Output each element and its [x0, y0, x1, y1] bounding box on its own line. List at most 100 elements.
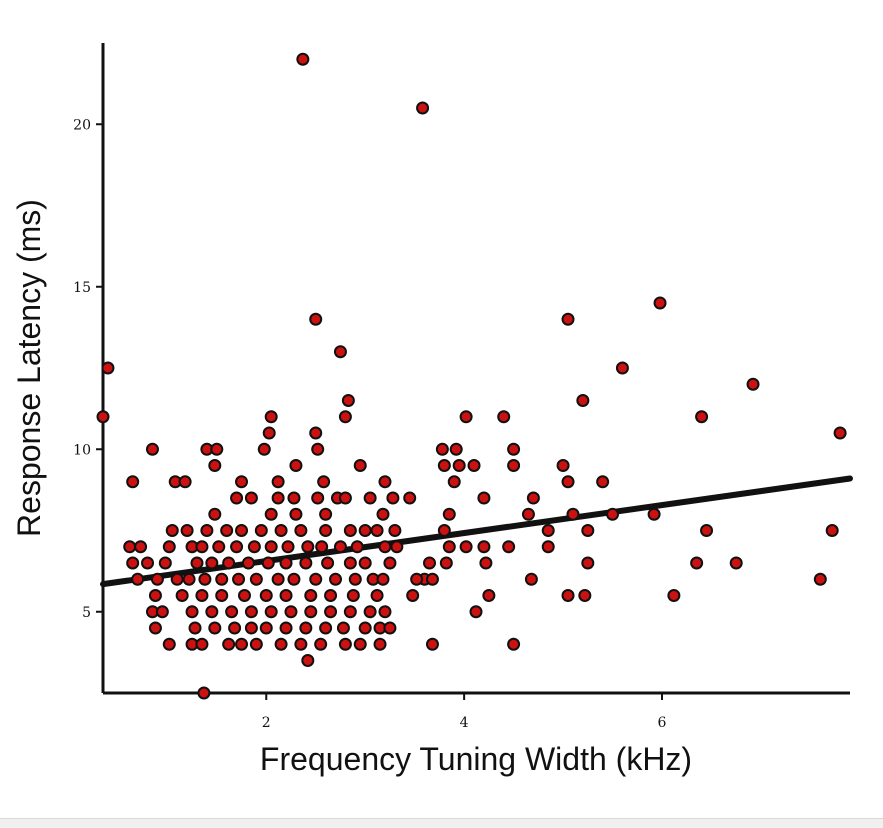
data-point — [158, 556, 172, 570]
data-point — [208, 507, 222, 521]
data-point — [274, 637, 288, 651]
data-point — [363, 605, 377, 619]
data-point — [477, 491, 491, 505]
data-point — [606, 507, 620, 521]
data-point — [271, 491, 285, 505]
data-point — [390, 540, 404, 554]
data-point — [353, 637, 367, 651]
data-point — [264, 410, 278, 424]
data-point — [346, 589, 360, 602]
data-point — [198, 572, 212, 586]
data-point — [296, 52, 310, 66]
data-point — [195, 589, 209, 602]
data-point — [467, 459, 481, 472]
data-point — [521, 507, 535, 521]
data-point — [321, 556, 335, 570]
data-point — [261, 556, 275, 570]
data-point — [309, 572, 323, 586]
data-point — [479, 556, 493, 570]
data-point — [388, 524, 402, 537]
data-point — [425, 572, 439, 586]
data-point — [287, 491, 301, 505]
data-point — [162, 540, 176, 554]
data-point — [833, 426, 847, 440]
data-point — [353, 459, 367, 472]
data-point — [425, 637, 439, 651]
data-point — [200, 524, 214, 537]
data-point — [442, 507, 456, 521]
data-point — [311, 442, 325, 456]
data-point — [249, 637, 263, 651]
y-tick-label: 15 — [73, 280, 91, 296]
data-point — [148, 589, 162, 602]
data-point — [358, 524, 372, 537]
data-point — [449, 442, 463, 456]
data-point — [370, 589, 384, 602]
data-point — [373, 637, 387, 651]
data-point — [279, 556, 293, 570]
data-point — [259, 621, 273, 635]
data-point — [274, 524, 288, 537]
data-point — [279, 621, 293, 635]
data-point — [383, 621, 397, 635]
data-point — [341, 394, 355, 407]
data-point — [190, 556, 204, 570]
data-point — [653, 296, 667, 310]
data-point — [230, 491, 244, 505]
data-point — [576, 394, 590, 407]
data-point — [271, 475, 285, 489]
x-axis-label: Frequency Tuning Width (kHz) — [260, 741, 692, 777]
data-point — [279, 589, 293, 602]
data-point — [205, 556, 219, 570]
data-point — [195, 540, 209, 554]
data-point — [581, 556, 595, 570]
data-point — [333, 345, 347, 359]
data-point — [561, 312, 575, 326]
data-point — [208, 621, 222, 635]
data-point — [324, 605, 338, 619]
data-point — [309, 312, 323, 326]
data-point — [437, 524, 451, 537]
data-point — [232, 572, 246, 586]
data-point — [447, 475, 461, 489]
data-point — [247, 540, 261, 554]
data-point — [578, 589, 592, 602]
data-point — [304, 589, 318, 602]
data-point — [526, 491, 540, 505]
data-point — [294, 524, 308, 537]
data-point — [315, 540, 329, 554]
data-point — [257, 442, 271, 456]
data-point — [324, 589, 338, 602]
data-point — [212, 540, 226, 554]
data-point — [230, 540, 244, 554]
data-point — [259, 589, 273, 602]
data-point — [333, 540, 347, 554]
data-points — [96, 52, 847, 700]
data-point — [319, 507, 333, 521]
data-point — [170, 572, 184, 586]
data-point — [294, 637, 308, 651]
axis-labels: Frequency Tuning Width (kHz) Response La… — [11, 199, 692, 777]
data-point — [175, 589, 189, 602]
data-point — [222, 556, 236, 570]
data-point — [215, 572, 229, 586]
data-point — [825, 524, 839, 537]
data-point — [406, 589, 420, 602]
data-point — [309, 426, 323, 440]
data-point — [304, 605, 318, 619]
data-point — [350, 540, 364, 554]
data-point — [101, 361, 115, 375]
data-point — [289, 507, 303, 521]
data-point — [667, 589, 681, 602]
data-point — [477, 540, 491, 554]
data-point — [244, 605, 258, 619]
data-point — [141, 556, 155, 570]
data-point — [561, 589, 575, 602]
data-point — [162, 637, 176, 651]
bottom-divider — [0, 818, 883, 828]
data-point — [695, 410, 709, 424]
data-point — [378, 540, 392, 554]
data-point — [690, 556, 704, 570]
data-point — [317, 475, 331, 489]
data-point — [343, 556, 357, 570]
